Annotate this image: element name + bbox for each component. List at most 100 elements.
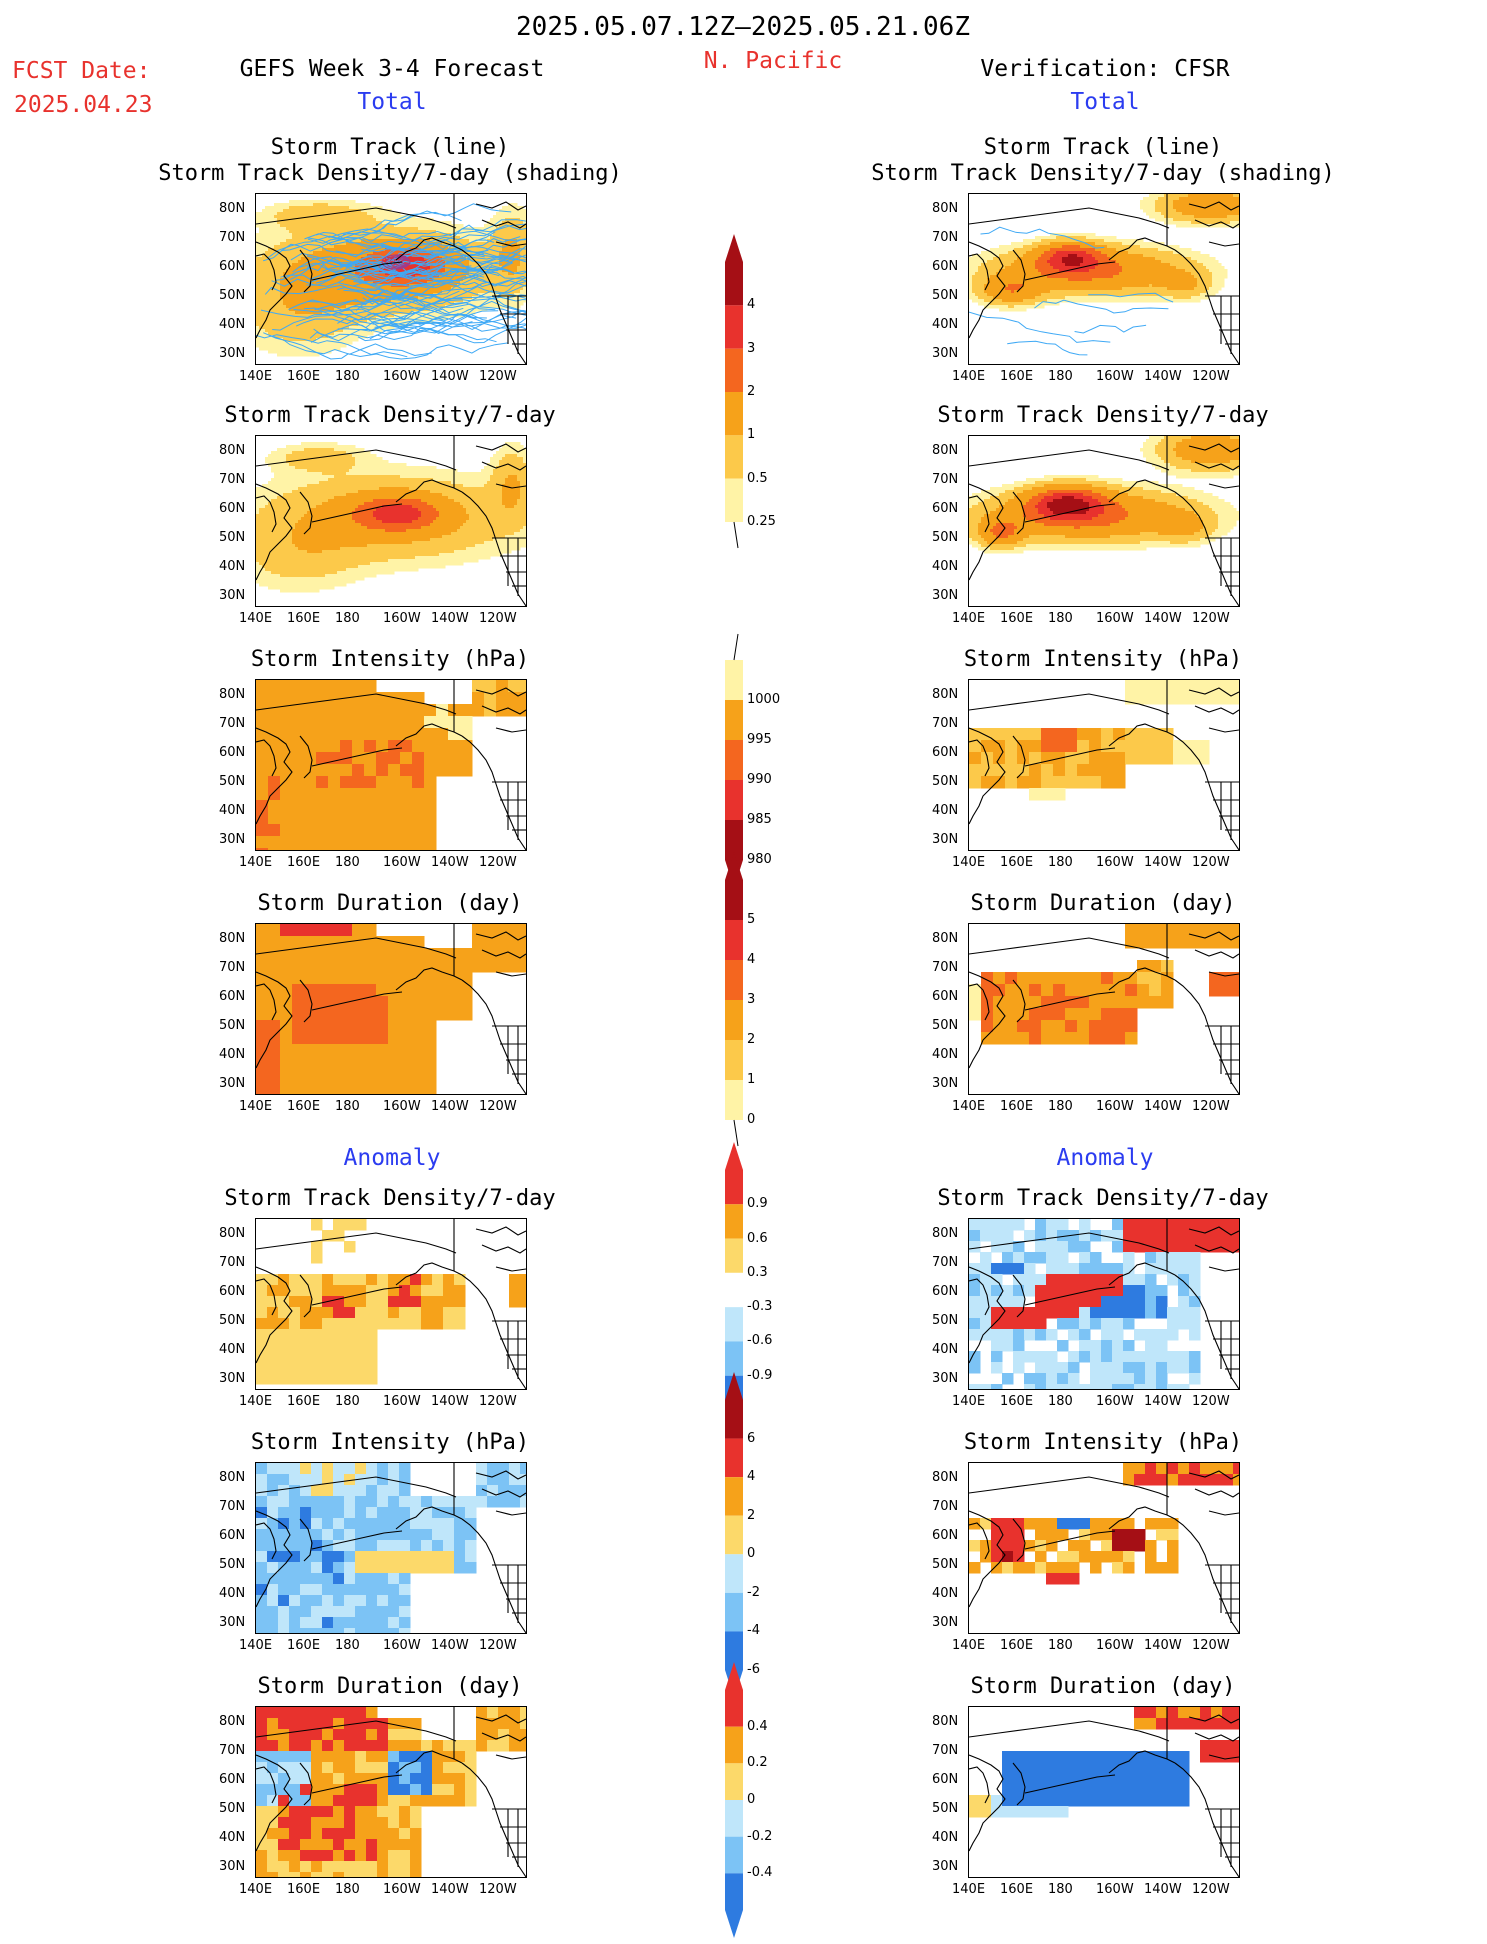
intensity-colorbar-swatch — [725, 660, 743, 700]
intensity-colorbar-label: 985 — [747, 812, 772, 827]
fcst-anom-intensity-lon-label: 140E — [239, 1638, 272, 1653]
cfsr-anom-duration-lon-label: 180 — [1048, 1882, 1073, 1897]
fcst-duration-lat-label: 60N — [219, 989, 245, 1004]
duration-colorbar-label: 2 — [747, 1032, 755, 1047]
fcst-track-map — [255, 193, 527, 365]
cfsr-anom-density-title: Storm Track Density/7-day — [937, 1188, 1268, 1210]
fcst-anom-duration-lat-label: 30N — [219, 1859, 245, 1874]
fcst-anom-intensity-lon-label: 140W — [431, 1638, 469, 1653]
fcst-anom-duration-lon-label: 120W — [479, 1882, 517, 1897]
cfsr-duration-lon-label: 140W — [1144, 1099, 1182, 1114]
fcst-anom-intensity-lon-label: 160E — [287, 1638, 320, 1653]
cfsr-anom-density-lat-label: 70N — [932, 1255, 958, 1270]
cfsr-duration-lat-label: 70N — [932, 960, 958, 975]
fcst-track-lat-label: 30N — [219, 346, 245, 361]
fcst-anom-intensity-lat-label: 70N — [219, 1499, 245, 1514]
anom-density-colorbar-swatch — [725, 1239, 743, 1273]
cfsr-anom-intensity-lon-label: 180 — [1048, 1638, 1073, 1653]
cfsr-intensity-map — [968, 679, 1240, 851]
fcst-track-lat-label: 40N — [219, 317, 245, 332]
cfsr-density-lon-label: 140W — [1144, 611, 1182, 626]
anom-intensity-colorbar-swatch — [725, 1439, 743, 1478]
fcst-anom-intensity-lat-label: 80N — [219, 1470, 245, 1485]
cfsr-anom-density-lon-label: 180 — [1048, 1394, 1073, 1409]
fcst-duration-lon-label: 180 — [335, 1099, 360, 1114]
anom-intensity-colorbar-swatch — [725, 1516, 743, 1555]
cfsr-density-lat-label: 60N — [932, 501, 958, 516]
cfsr-track-lat-label: 70N — [932, 230, 958, 245]
fcst-intensity-lon-label: 160W — [383, 855, 421, 870]
fcst-density-title: Storm Track Density/7-day — [224, 405, 555, 427]
duration-colorbar-swatch — [725, 1000, 743, 1040]
cfsr-duration-lon-label: 160E — [1000, 1099, 1033, 1114]
fcst-duration-lon-label: 140E — [239, 1099, 272, 1114]
cfsr-intensity-lat-label: 50N — [932, 774, 958, 789]
cfsr-anom-intensity-map — [968, 1462, 1240, 1634]
cfsr-intensity-lon-label: 160W — [1096, 855, 1134, 870]
fcst-anom-intensity-lon-label: 120W — [479, 1638, 517, 1653]
fcst-density-lon-label: 140E — [239, 611, 272, 626]
fcst-anom-intensity-title: Storm Intensity (hPa) — [251, 1432, 529, 1454]
fcst-duration-lon-label: 160E — [287, 1099, 320, 1114]
fcst-track-title-1: Storm Track (line) — [271, 137, 509, 159]
fcst-anom-density-title: Storm Track Density/7-day — [224, 1188, 555, 1210]
anom-density-colorbar-swatch — [725, 1307, 743, 1341]
cfsr-anom-duration-title: Storm Duration (day) — [971, 1676, 1236, 1698]
duration-colorbar-label: 3 — [747, 992, 755, 1007]
cfsr-track-lon-label: 160E — [1000, 369, 1033, 384]
fcst-date-value: 2025.04.23 — [14, 94, 152, 117]
fcst-intensity-lon-label: 140E — [239, 855, 272, 870]
anom-duration-colorbar-label: -0.2 — [747, 1829, 772, 1844]
intensity-colorbar-swatch — [725, 700, 743, 740]
fcst-anom-intensity-map — [255, 1462, 527, 1634]
cfsr-density-lat-label: 30N — [932, 588, 958, 603]
fcst-anom-duration-lat-label: 80N — [219, 1714, 245, 1729]
intensity-colorbar-swatch — [725, 780, 743, 820]
cfsr-duration-title: Storm Duration (day) — [971, 893, 1236, 915]
fcst-duration-lat-label: 50N — [219, 1018, 245, 1033]
fcst-density-lat-label: 50N — [219, 530, 245, 545]
fcst-track-lat-label: 70N — [219, 230, 245, 245]
fcst-density-lon-label: 180 — [335, 611, 360, 626]
fcst-anom-duration-lon-label: 160E — [287, 1882, 320, 1897]
fcst-anom-intensity-lon-label: 180 — [335, 1638, 360, 1653]
right-column-title: Verification: CFSR — [980, 58, 1229, 81]
cfsr-intensity-title: Storm Intensity (hPa) — [964, 649, 1242, 671]
fcst-track-lat-label: 60N — [219, 259, 245, 274]
anom-intensity-colorbar-swatch — [725, 1593, 743, 1632]
fcst-intensity-lon-label: 140W — [431, 855, 469, 870]
fcst-anom-density-map — [255, 1218, 527, 1390]
cfsr-anom-density-lat-label: 30N — [932, 1371, 958, 1386]
cfsr-duration-lat-label: 60N — [932, 989, 958, 1004]
cfsr-anom-density-lon-label: 160E — [1000, 1394, 1033, 1409]
duration-colorbar-swatch — [725, 960, 743, 1000]
cfsr-anom-density-lat-label: 50N — [932, 1313, 958, 1328]
fcst-anom-density-lat-label: 50N — [219, 1313, 245, 1328]
anom-intensity-colorbar-label: 0 — [747, 1546, 755, 1561]
anom-density-colorbar-swatch — [725, 1273, 743, 1307]
fcst-anom-intensity-lat-label: 30N — [219, 1615, 245, 1630]
cfsr-anom-duration-lat-label: 80N — [932, 1714, 958, 1729]
cfsr-duration-lon-label: 140E — [952, 1099, 985, 1114]
cfsr-track-map — [968, 193, 1240, 365]
cfsr-anom-intensity-lat-label: 40N — [932, 1586, 958, 1601]
cfsr-anom-duration-lon-label: 120W — [1192, 1882, 1230, 1897]
anomaly-label-right: Anomaly — [1057, 1147, 1154, 1170]
fcst-track-lon-label: 120W — [479, 369, 517, 384]
fcst-track-lon-label: 140W — [431, 369, 469, 384]
fcst-duration-lon-label: 160W — [383, 1099, 421, 1114]
total-label-left: Total — [357, 91, 426, 114]
anom-duration-colorbar-swatch — [725, 1690, 743, 1727]
density-colorbar-label: 0.5 — [747, 471, 768, 486]
cfsr-duration-map — [968, 923, 1240, 1095]
cfsr-track-lat-label: 30N — [932, 346, 958, 361]
fcst-intensity-lat-label: 80N — [219, 687, 245, 702]
duration-colorbar-swatch — [725, 880, 743, 920]
anom-duration-colorbar-label: -0.4 — [747, 1865, 772, 1880]
fcst-anom-density-lat-label: 30N — [219, 1371, 245, 1386]
fcst-intensity-lon-label: 160E — [287, 855, 320, 870]
cfsr-track-lat-label: 60N — [932, 259, 958, 274]
anom-intensity-colorbar-label: 2 — [747, 1508, 755, 1523]
fcst-track-title-2: Storm Track Density/7-day (shading) — [158, 163, 622, 185]
cfsr-track-lat-label: 50N — [932, 288, 958, 303]
